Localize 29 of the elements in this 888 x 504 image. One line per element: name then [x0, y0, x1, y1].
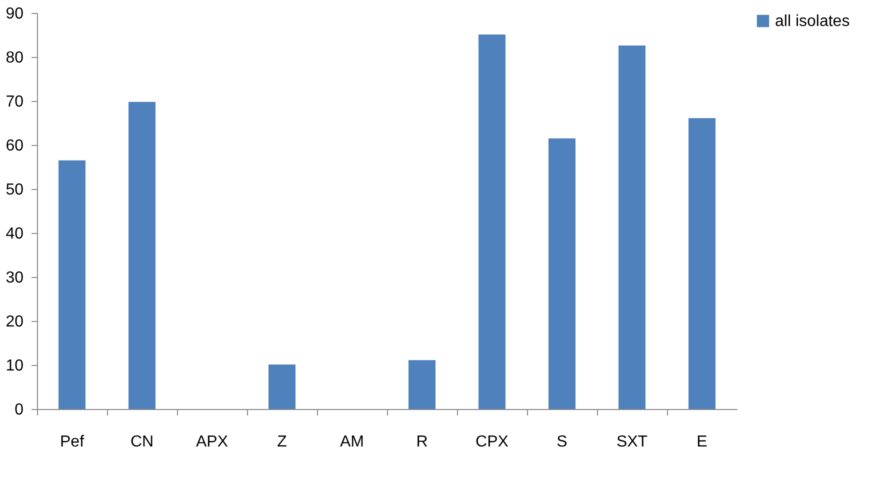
bar: [478, 34, 506, 409]
y-tick-label: 40: [6, 226, 24, 242]
y-tick-label: 20: [6, 314, 24, 330]
bar: [128, 102, 156, 409]
x-tick-label: S: [556, 434, 568, 450]
y-tick-label: 0: [14, 402, 24, 418]
y-tick-label: 90: [6, 6, 24, 22]
y-tick-label: 60: [6, 138, 24, 154]
y-tick-label: 50: [6, 182, 24, 198]
x-tick-label: Pef: [60, 434, 85, 450]
y-tick-label: 70: [6, 94, 24, 110]
x-tick-label: CN: [130, 434, 154, 450]
y-tick-label: 80: [6, 50, 24, 66]
x-tick-label: APX: [196, 434, 228, 450]
bar: [268, 364, 296, 409]
x-tick-label: AM: [340, 434, 364, 450]
bar: [58, 160, 86, 409]
x-tick-label: E: [696, 434, 708, 450]
x-tick-label: SXT: [616, 434, 648, 450]
bar: [688, 118, 716, 409]
y-tick-label: 10: [6, 358, 24, 374]
bar: [618, 46, 646, 409]
y-tick-label: 30: [6, 270, 24, 286]
x-tick-label: R: [416, 434, 428, 450]
bar: [408, 360, 436, 409]
x-tick-label: Z: [277, 434, 288, 450]
x-tick-label: CPX: [476, 434, 509, 450]
bar: [548, 138, 576, 409]
legend-label: all isolates: [775, 13, 850, 30]
